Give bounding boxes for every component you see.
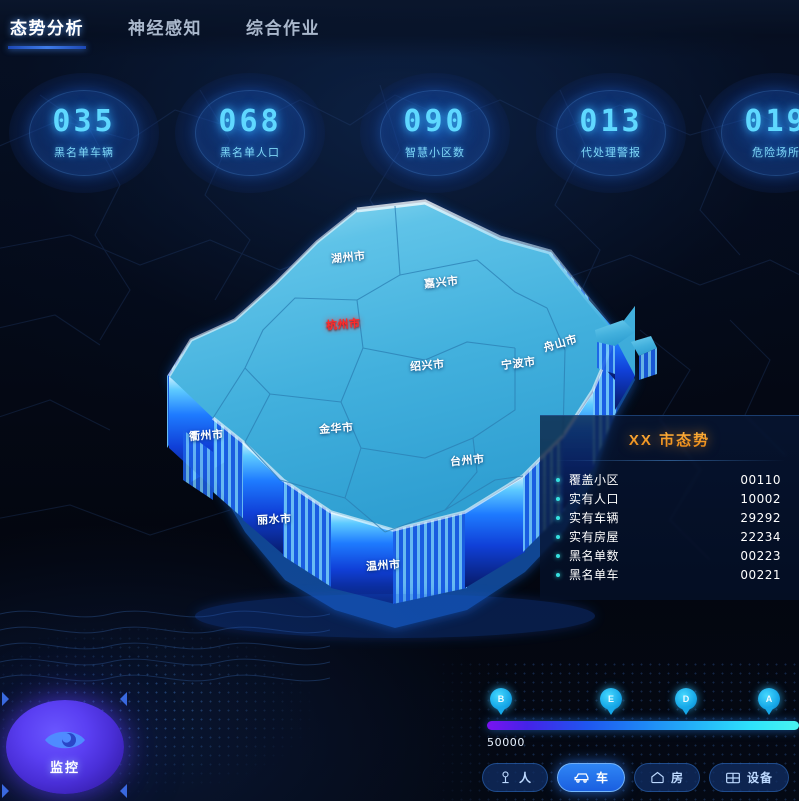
filter-chip-vehicle[interactable]: 车	[557, 763, 626, 792]
corner-marker-bottom-right	[120, 784, 127, 798]
top-navigation: 态势分析 神经感知 综合作业	[0, 0, 799, 58]
layer-filter-group: 人 车 房 设备	[482, 763, 790, 792]
kpi-label: 黑名单人口	[220, 146, 280, 159]
house-icon	[651, 771, 664, 784]
row-value: 10002	[740, 491, 781, 506]
monitor-label: 监控	[49, 760, 80, 775]
row-key: 覆盖小区	[569, 473, 620, 487]
kpi-label: 智慧小区数	[405, 146, 465, 159]
bullet-icon	[556, 477, 560, 482]
filter-label: 车	[596, 771, 610, 785]
person-icon	[502, 771, 509, 784]
zhejiang-3d-map[interactable]: 湖州市 嘉兴市 杭州市 舟山市 绍兴市 宁波市 衢州市 金华市 台州市 丽水市 …	[95, 180, 675, 660]
monitor-button[interactable]: 监控	[6, 700, 124, 794]
row-key: 实有人口	[569, 492, 620, 506]
map-legend-scale: B E D A 50000	[487, 688, 799, 749]
kpi-label: 危险场所	[752, 146, 799, 159]
row-key: 黑名单数	[569, 549, 620, 563]
marker-bubble: D	[675, 688, 697, 710]
filter-label: 设备	[747, 771, 774, 785]
marker-tip-icon	[496, 707, 506, 715]
map-rim-highlight	[356, 199, 617, 334]
bullet-icon	[556, 553, 560, 558]
legend-marker-d[interactable]: D	[675, 688, 697, 716]
marker-bubble: B	[490, 688, 512, 710]
panel-row-covered-communities: 覆盖小区 00110	[556, 470, 781, 489]
row-value: 00110	[740, 472, 781, 487]
corner-marker-bottom-left	[2, 784, 9, 798]
row-value: 00223	[740, 548, 781, 563]
tab-label: 态势分析	[10, 18, 84, 38]
legend-scale-value: 50000	[487, 736, 525, 749]
tab-comprehensive-operations[interactable]: 综合作业	[244, 10, 322, 49]
kpi-dangerous-places[interactable]: 019 危险场所	[700, 72, 799, 194]
tab-label: 综合作业	[246, 18, 320, 38]
marker-bubble: E	[600, 688, 622, 710]
eye-icon	[45, 731, 85, 749]
kpi-pending-alerts[interactable]: 013 代处理警报	[535, 72, 687, 194]
kpi-ring	[556, 90, 666, 176]
marker-tip-icon	[606, 707, 616, 715]
kpi-smart-communities[interactable]: 090 智慧小区数	[359, 72, 511, 194]
map-top-surface	[169, 202, 635, 530]
legend-gradient-bar[interactable]	[487, 721, 799, 730]
tab-neural-perception[interactable]: 神经感知	[126, 10, 204, 49]
kpi-value: 019	[744, 103, 799, 139]
kpi-label: 黑名单车辆	[54, 146, 114, 159]
panel-row-list: 覆盖小区 00110 实有人口 10002 实有车辆 29292 实有房屋 22…	[540, 470, 799, 584]
map-prefecture-borders	[212, 205, 566, 533]
kpi-value: 090	[403, 103, 467, 139]
filter-label: 人	[519, 771, 533, 785]
filter-chip-person[interactable]: 人	[482, 763, 549, 792]
row-value: 22234	[740, 529, 781, 544]
kpi-ring	[195, 90, 305, 176]
marker-tip-icon	[764, 707, 774, 715]
kpi-ring	[380, 90, 490, 176]
filter-chip-device[interactable]: 设备	[709, 763, 790, 792]
corner-marker-top-right	[120, 692, 127, 706]
panel-divider	[554, 460, 785, 461]
device-icon	[726, 772, 740, 783]
panel-row-blacklist-count: 黑名单数 00223	[556, 546, 781, 565]
kpi-value: 035	[52, 103, 116, 139]
legend-marker-a[interactable]: A	[758, 688, 780, 716]
kpi-label: 代处理警报	[581, 146, 641, 159]
kpi-circle-row: 035 黑名单车辆 068 黑名单人口 090 智慧小区数 013 代处理警报 …	[0, 72, 799, 194]
kpi-value: 068	[218, 103, 282, 139]
row-key: 实有车辆	[569, 511, 620, 525]
kpi-value: 013	[579, 103, 643, 139]
marker-tip-icon	[681, 707, 691, 715]
row-value: 00221	[740, 567, 781, 582]
row-key: 实有房屋	[569, 530, 620, 544]
tab-label: 神经感知	[128, 18, 202, 38]
kpi-ring	[29, 90, 139, 176]
kpi-blacklist-population[interactable]: 068 黑名单人口	[174, 72, 326, 194]
panel-title: XX 市态势	[540, 416, 799, 450]
marker-bubble: A	[758, 688, 780, 710]
legend-marker-e[interactable]: E	[600, 688, 622, 716]
corner-marker-top-left	[2, 692, 9, 706]
panel-row-actual-vehicles: 实有车辆 29292	[556, 508, 781, 527]
car-icon	[574, 773, 589, 783]
legend-marker-b[interactable]: B	[490, 688, 512, 716]
bullet-icon	[556, 572, 560, 577]
panel-row-blacklist-vehicles: 黑名单车 00221	[556, 565, 781, 584]
row-value: 29292	[740, 510, 781, 525]
panel-row-actual-population: 实有人口 10002	[556, 489, 781, 508]
bullet-icon	[556, 534, 560, 539]
map-zhoushan-islands	[595, 320, 657, 380]
tab-situation-analysis[interactable]: 态势分析	[8, 10, 86, 49]
row-key: 黑名单车	[569, 568, 620, 582]
city-situation-panel: XX 市态势 覆盖小区 00110 实有人口 10002 实有车辆 29292 …	[540, 415, 799, 600]
filter-chip-house[interactable]: 房	[634, 763, 701, 792]
map-svg	[167, 199, 657, 638]
bullet-icon	[556, 496, 560, 501]
filter-label: 房	[671, 771, 685, 785]
bullet-icon	[556, 515, 560, 520]
panel-row-actual-houses: 实有房屋 22234	[556, 527, 781, 546]
kpi-blacklist-vehicles[interactable]: 035 黑名单车辆	[8, 72, 160, 194]
